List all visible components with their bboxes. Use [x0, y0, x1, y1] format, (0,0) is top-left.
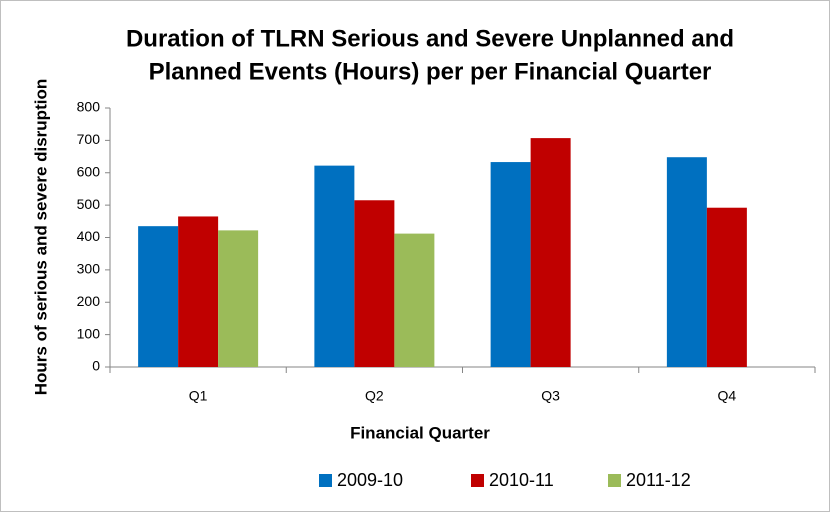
bar — [530, 138, 571, 367]
legend-swatch — [608, 474, 621, 487]
y-tick-label: 400 — [77, 228, 101, 244]
legend-label: 2009-10 — [337, 470, 403, 490]
bar — [138, 226, 179, 367]
y-tick-label: 200 — [77, 293, 101, 309]
bar — [490, 162, 531, 367]
y-axis-title: Hours of serious and severe disruption — [31, 79, 50, 395]
bar — [666, 157, 707, 367]
legend-label: 2010-11 — [489, 470, 554, 490]
x-tick-label: Q2 — [365, 388, 384, 404]
y-tick-label: 600 — [77, 163, 101, 179]
chart-title: Duration of TLRN Serious and Severe Unpl… — [126, 25, 734, 52]
y-tick-label: 0 — [92, 358, 100, 374]
x-tick-label: Q4 — [718, 388, 737, 404]
bar — [394, 233, 435, 367]
bar — [178, 216, 219, 367]
x-tick-label: Q1 — [189, 388, 208, 404]
bar — [354, 200, 395, 367]
legend-label: 2011-12 — [626, 470, 691, 490]
legend-swatch — [471, 474, 484, 487]
bar — [314, 165, 355, 367]
y-tick-label: 300 — [77, 261, 101, 277]
chart-title: Planned Events (Hours) per per Financial… — [149, 58, 712, 85]
legend-swatch — [319, 474, 332, 487]
bar — [706, 207, 747, 367]
bar — [218, 230, 259, 367]
y-tick-label: 800 — [77, 99, 101, 115]
y-tick-label: 500 — [77, 196, 101, 212]
x-axis-title: Financial Quarter — [350, 423, 490, 442]
x-tick-label: Q3 — [541, 388, 560, 404]
y-tick-label: 700 — [77, 131, 101, 147]
y-tick-label: 100 — [77, 325, 101, 341]
